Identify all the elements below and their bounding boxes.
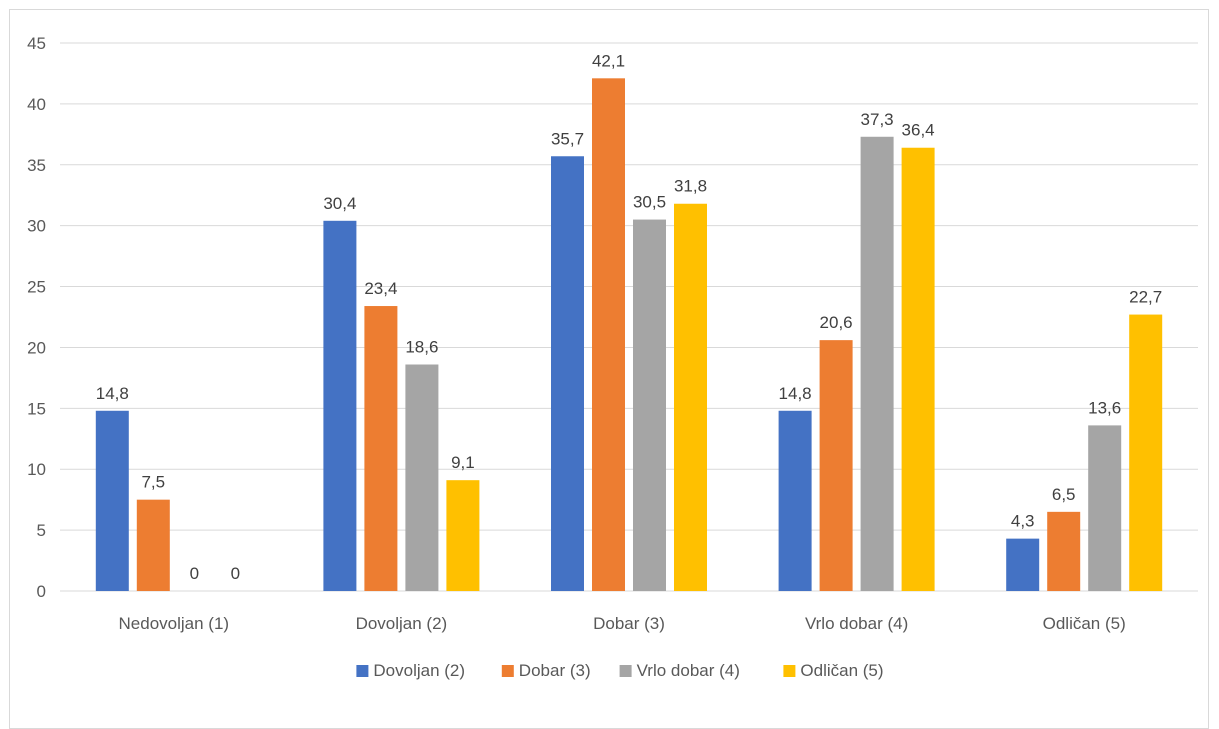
gridlines <box>60 42 1198 592</box>
x-category-label: Nedovoljan (1) <box>119 614 230 633</box>
bar-chart: 0 5 10 15 20 25 30 35 40 45 14,8 7,5 0 0 30,4 23,4 18,6… <box>27 34 1198 680</box>
data-label: 37,3 <box>861 110 894 129</box>
x-category-label: Vrlo dobar (4) <box>805 614 908 633</box>
data-label: 14,8 <box>779 384 812 403</box>
data-label: 22,7 <box>1129 288 1162 307</box>
bar <box>1129 314 1163 591</box>
y-axis-ticks: 0 5 10 15 20 25 30 35 40 45 <box>27 34 46 601</box>
bar <box>95 410 129 591</box>
bar <box>323 220 357 591</box>
y-tick-label: 45 <box>27 34 46 53</box>
legend-swatch <box>356 665 369 677</box>
data-label: 23,4 <box>364 279 397 298</box>
legend-swatch <box>619 665 632 677</box>
x-category-label: Dobar (3) <box>593 614 665 633</box>
legend-item: Dobar (3) <box>501 661 591 680</box>
legend-swatch <box>783 665 796 677</box>
y-tick-label: 0 <box>37 582 46 601</box>
bar <box>1088 425 1122 591</box>
bar <box>819 340 853 591</box>
y-tick-label: 20 <box>27 338 46 357</box>
data-label: 30,4 <box>323 194 356 213</box>
y-tick-label: 35 <box>27 156 46 175</box>
data-label: 9,1 <box>451 453 475 472</box>
y-tick-label: 5 <box>37 521 46 540</box>
bar <box>1006 538 1040 591</box>
data-label: 6,5 <box>1052 485 1076 504</box>
y-tick-label: 25 <box>27 278 46 297</box>
data-label: 20,6 <box>820 313 853 332</box>
bar <box>364 306 398 591</box>
data-label: 36,4 <box>902 121 935 140</box>
data-label: 14,8 <box>96 384 129 403</box>
bar <box>778 410 812 591</box>
legend-label: Vrlo dobar (4) <box>637 661 740 680</box>
bar <box>136 499 170 591</box>
data-label: 13,6 <box>1088 398 1121 417</box>
data-label: 4,3 <box>1011 512 1035 531</box>
y-tick-label: 10 <box>27 460 46 479</box>
legend-label: Odličan (5) <box>800 661 883 680</box>
bar <box>860 136 894 591</box>
bar <box>446 480 480 591</box>
legend: Dovoljan (2) Dobar (3) Vrlo dobar (4) Odlič… <box>356 661 884 680</box>
legend-label: Dobar (3) <box>519 661 591 680</box>
legend-item: Odličan (5) <box>783 661 884 680</box>
x-axis-categories: Nedovoljan (1) Dovoljan (2) Dobar (3) Vrlo … <box>119 614 1126 633</box>
data-label: 31,8 <box>674 177 707 196</box>
bar <box>592 78 625 591</box>
data-label: 18,6 <box>405 337 438 356</box>
data-label: 35,7 <box>551 129 584 148</box>
bars <box>95 78 1163 592</box>
y-tick-label: 15 <box>27 399 46 418</box>
y-tick-label: 30 <box>27 217 46 236</box>
y-tick-label: 40 <box>27 95 46 114</box>
bar <box>674 203 707 591</box>
x-category-label: Odličan (5) <box>1043 614 1126 633</box>
bar <box>1047 511 1081 591</box>
data-labels: 14,8 7,5 0 0 30,4 23,4 18,6 9,1 35,7 42,1 30,5 31,8… <box>96 51 1162 583</box>
bar <box>901 147 935 591</box>
legend-item: Vrlo dobar (4) <box>619 661 740 680</box>
bar <box>551 156 584 591</box>
data-label: 30,5 <box>633 193 666 212</box>
x-category-label: Dovoljan (2) <box>356 614 448 633</box>
bar <box>633 219 666 592</box>
data-label: 42,1 <box>592 51 625 70</box>
legend-item: Dovoljan (2) <box>356 661 465 680</box>
bar <box>405 364 439 591</box>
data-label: 0 <box>190 564 199 583</box>
data-label: 0 <box>231 564 240 583</box>
data-label: 7,5 <box>141 473 165 492</box>
legend-swatch <box>501 665 514 677</box>
legend-label: Dovoljan (2) <box>373 661 465 680</box>
